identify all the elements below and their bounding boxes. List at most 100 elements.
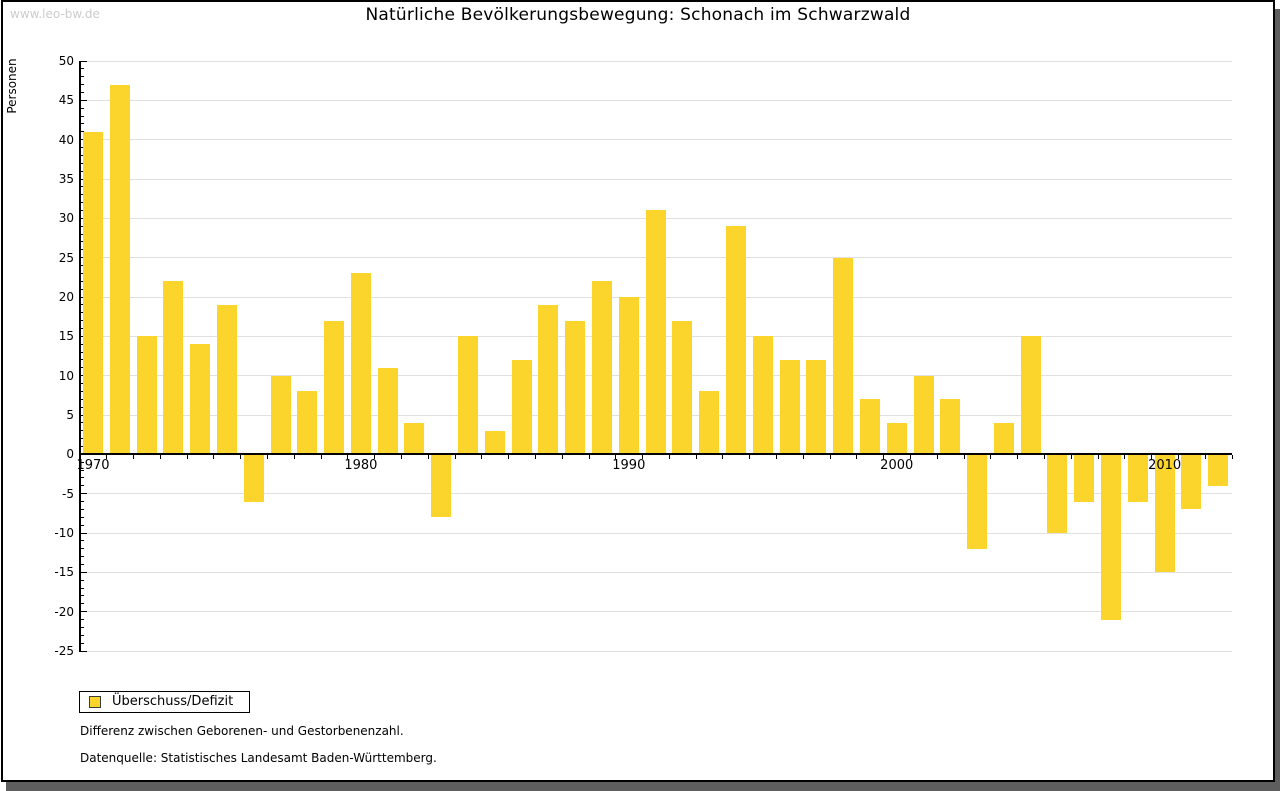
y-major-tick bbox=[80, 493, 87, 495]
y-major-tick bbox=[80, 532, 87, 534]
watermark: www.leo-bw.de bbox=[10, 7, 100, 21]
x-tick bbox=[508, 455, 510, 460]
gridline bbox=[80, 571, 1232, 573]
y-minor-tick bbox=[80, 563, 84, 565]
y-tick-label: 20 bbox=[58, 290, 74, 304]
gridline bbox=[80, 99, 1232, 101]
x-tick bbox=[1017, 455, 1019, 460]
bar-1971 bbox=[109, 84, 130, 455]
bar-1983 bbox=[431, 454, 452, 518]
x-tick-label: 1990 bbox=[612, 458, 646, 474]
y-minor-tick bbox=[80, 383, 84, 385]
y-tick-label: -5 bbox=[62, 486, 74, 501]
bar-2012 bbox=[1208, 454, 1229, 486]
y-minor-tick bbox=[80, 579, 84, 581]
y-minor-tick bbox=[80, 91, 84, 93]
bar-1986 bbox=[511, 359, 532, 455]
y-minor-tick bbox=[80, 556, 84, 558]
y-minor-tick bbox=[80, 406, 84, 408]
legend-swatch-icon bbox=[89, 696, 101, 708]
y-tick-label: -25 bbox=[54, 644, 74, 658]
bar-2004 bbox=[993, 422, 1014, 455]
y-minor-tick bbox=[80, 147, 84, 149]
chart-title: Natürliche Bevölkerungsbewegung: Schonac… bbox=[365, 5, 911, 25]
y-minor-tick bbox=[80, 84, 84, 86]
y-minor-tick bbox=[80, 508, 84, 510]
y-tick-label: 40 bbox=[58, 132, 74, 147]
y-minor-tick bbox=[80, 626, 84, 628]
y-major-tick bbox=[80, 571, 87, 573]
x-tick bbox=[802, 455, 804, 460]
x-tick bbox=[856, 455, 858, 460]
bar-1972 bbox=[136, 336, 157, 455]
x-tick bbox=[1070, 455, 1072, 460]
y-minor-tick bbox=[80, 524, 84, 526]
y-tick-label: 25 bbox=[58, 250, 74, 265]
bar-1989 bbox=[592, 281, 613, 455]
y-tick-label: -15 bbox=[54, 565, 74, 580]
y-minor-tick bbox=[80, 280, 84, 282]
bar-1987 bbox=[538, 304, 559, 455]
x-tick bbox=[159, 455, 161, 460]
x-tick bbox=[534, 455, 536, 460]
x-tick bbox=[1177, 455, 1179, 460]
y-minor-tick bbox=[80, 209, 84, 211]
bar-2011 bbox=[1181, 454, 1202, 510]
y-minor-tick bbox=[80, 225, 84, 227]
bar-1994 bbox=[725, 226, 746, 455]
y-minor-tick bbox=[80, 154, 84, 156]
y-minor-tick bbox=[80, 445, 84, 447]
y-major-tick bbox=[80, 650, 87, 652]
x-tick bbox=[829, 455, 831, 460]
gridline bbox=[80, 650, 1232, 652]
bar-1998 bbox=[833, 257, 854, 455]
bar-1977 bbox=[270, 375, 291, 455]
bar-1975 bbox=[216, 304, 237, 455]
y-minor-tick bbox=[80, 194, 84, 196]
y-minor-tick bbox=[80, 320, 84, 322]
y-minor-tick bbox=[80, 619, 84, 621]
y-axis-line bbox=[79, 61, 81, 652]
bar-1978 bbox=[297, 391, 318, 455]
x-tick-label: 2010 bbox=[1148, 458, 1182, 474]
x-axis-line bbox=[80, 453, 1232, 456]
x-tick bbox=[267, 455, 269, 460]
x-tick bbox=[240, 455, 242, 460]
y-minor-tick bbox=[80, 186, 84, 188]
y-minor-tick bbox=[80, 241, 84, 243]
bar-2009 bbox=[1127, 454, 1148, 502]
bar-2002 bbox=[940, 399, 961, 455]
x-tick bbox=[936, 455, 938, 460]
bar-1973 bbox=[163, 281, 184, 455]
y-tick-label: 10 bbox=[58, 368, 74, 383]
y-minor-tick bbox=[80, 272, 84, 274]
bar-2005 bbox=[1020, 336, 1041, 455]
y-minor-tick bbox=[80, 501, 84, 503]
x-tick bbox=[186, 455, 188, 460]
y-minor-tick bbox=[80, 548, 84, 550]
note-datasource: Datenquelle: Statistisches Landesamt Bad… bbox=[80, 751, 437, 765]
y-minor-tick bbox=[80, 485, 84, 487]
y-minor-tick bbox=[80, 595, 84, 597]
y-minor-tick bbox=[80, 68, 84, 70]
y-minor-tick bbox=[80, 438, 84, 440]
y-minor-tick bbox=[80, 304, 84, 306]
y-tick-label: 5 bbox=[66, 408, 74, 422]
y-minor-tick bbox=[80, 390, 84, 392]
bar-1992 bbox=[672, 320, 693, 455]
x-tick bbox=[400, 455, 402, 460]
x-tick bbox=[1231, 455, 1233, 460]
y-minor-tick bbox=[80, 642, 84, 644]
x-tick bbox=[106, 455, 108, 460]
bar-1979 bbox=[324, 320, 345, 455]
bar-1988 bbox=[565, 320, 586, 455]
gridline bbox=[80, 139, 1232, 141]
gridline bbox=[80, 532, 1232, 534]
y-minor-tick bbox=[80, 123, 84, 125]
bar-1997 bbox=[806, 359, 827, 455]
x-tick bbox=[910, 455, 911, 460]
gridline bbox=[80, 60, 1232, 62]
bar-1996 bbox=[779, 359, 800, 455]
x-tick-label: 1970 bbox=[76, 458, 110, 474]
